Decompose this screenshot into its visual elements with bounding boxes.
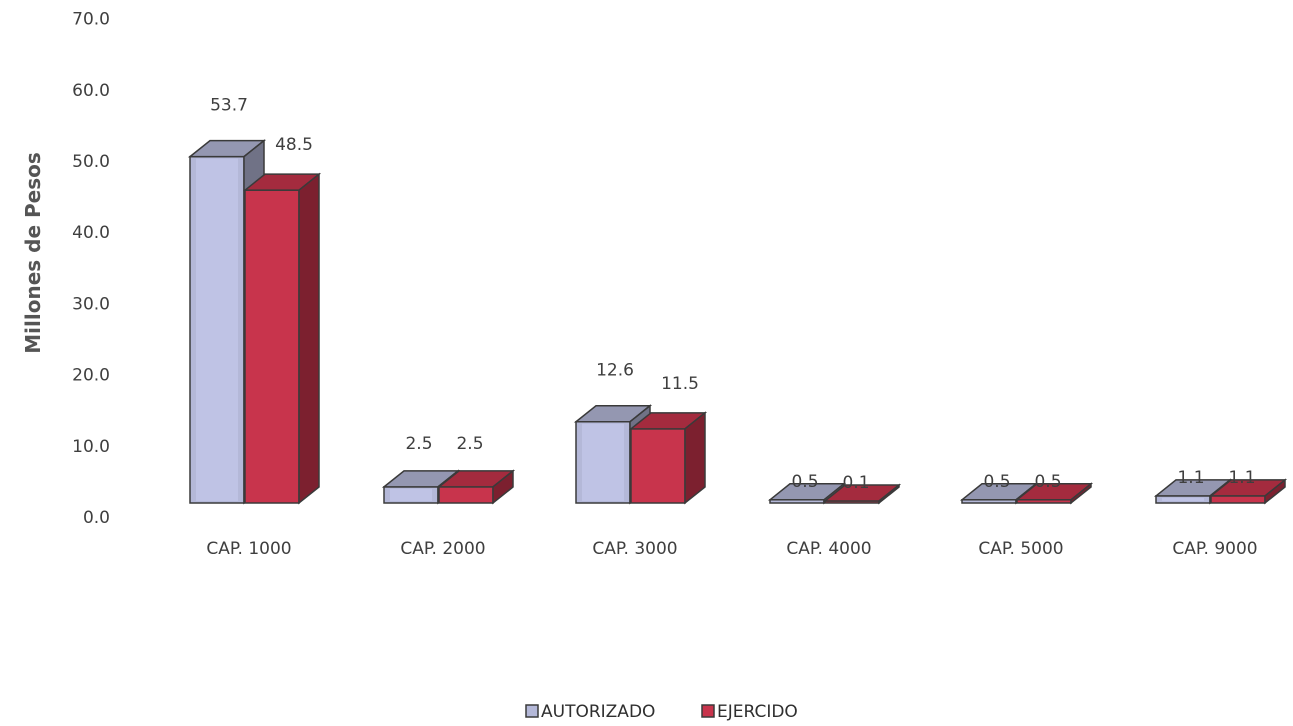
data-label: 0.1 — [842, 473, 869, 493]
data-label: 12.6 — [596, 361, 634, 381]
legend-swatch — [701, 704, 715, 718]
y-axis-ticks: 0.0 10.0 20.0 30.0 40.0 50.0 60.0 70.0 — [72, 10, 110, 528]
data-labels: 53.7 48.5 2.5 2.5 12.6 11.5 0.5 0.1 0.5 0.5 1.1 1.1 — [210, 96, 1255, 493]
bar-side-face — [298, 172, 320, 505]
bar-ejercido-3 — [628, 411, 708, 505]
data-label: 1.1 — [1228, 468, 1255, 488]
bar-ejercido-6 — [1208, 478, 1288, 505]
bar-front-face — [438, 486, 494, 504]
data-label: 0.5 — [983, 472, 1010, 492]
x-tick-label: CAP. 2000 — [400, 539, 485, 559]
y-tick-label: 30.0 — [72, 294, 110, 314]
bar-side-face — [492, 469, 514, 505]
y-tick-label: 60.0 — [72, 81, 110, 101]
bar-side-face — [878, 483, 900, 505]
bar-front-face — [630, 428, 686, 504]
x-tick-label: CAP. 4000 — [786, 539, 871, 559]
x-tick-label: CAP. 3000 — [592, 539, 677, 559]
bar-highlight — [196, 158, 238, 501]
bar-autorizado-3 — [573, 404, 653, 505]
data-label: 0.5 — [791, 472, 818, 492]
legend-item-ejercido: EJERCIDO — [701, 702, 798, 722]
bar-ejercido-2 — [436, 469, 516, 505]
bar-highlight — [582, 423, 624, 501]
data-label: 11.5 — [661, 374, 699, 394]
bar-front-face — [1210, 495, 1266, 504]
bar-highlight — [1162, 497, 1204, 501]
y-axis-label: Millones de Pesos — [21, 152, 45, 354]
data-label: 2.5 — [456, 434, 483, 454]
bar-ejercido-5 — [1014, 482, 1094, 505]
bar-side-face — [1264, 478, 1286, 505]
legend-label: AUTORIZADO — [541, 702, 655, 722]
data-label: 48.5 — [275, 135, 313, 155]
y-tick-label: 20.0 — [72, 366, 110, 386]
bar-side-face — [684, 411, 706, 505]
x-axis-categories: CAP. 1000 CAP. 2000 CAP. 3000 CAP. 4000 CAP.… — [206, 539, 1257, 559]
legend-item-autorizado: AUTORIZADO — [525, 702, 655, 722]
bar-ejercido-4 — [822, 483, 902, 505]
bar-front-face — [244, 189, 300, 504]
data-label: 53.7 — [210, 96, 248, 116]
legend-label: EJERCIDO — [717, 702, 798, 722]
x-tick-label: CAP. 1000 — [206, 539, 291, 559]
legend: AUTORIZADO EJERCIDO — [525, 702, 798, 722]
data-label: 2.5 — [405, 434, 432, 454]
legend-swatch — [525, 704, 539, 718]
x-tick-label: CAP. 5000 — [978, 539, 1063, 559]
bar-ejercido-1 — [242, 172, 322, 505]
y-tick-label: 40.0 — [72, 223, 110, 243]
x-tick-label: CAP. 9000 — [1172, 539, 1257, 559]
bar-highlight — [390, 488, 432, 501]
data-label: 1.1 — [1177, 468, 1204, 488]
bar-side-face — [1070, 482, 1092, 505]
y-tick-label: 70.0 — [72, 10, 110, 30]
data-label: 0.5 — [1034, 472, 1061, 492]
y-tick-label: 50.0 — [72, 152, 110, 172]
y-tick-label: 0.0 — [83, 508, 110, 528]
bar-series — [187, 139, 1288, 505]
y-tick-label: 10.0 — [72, 437, 110, 457]
